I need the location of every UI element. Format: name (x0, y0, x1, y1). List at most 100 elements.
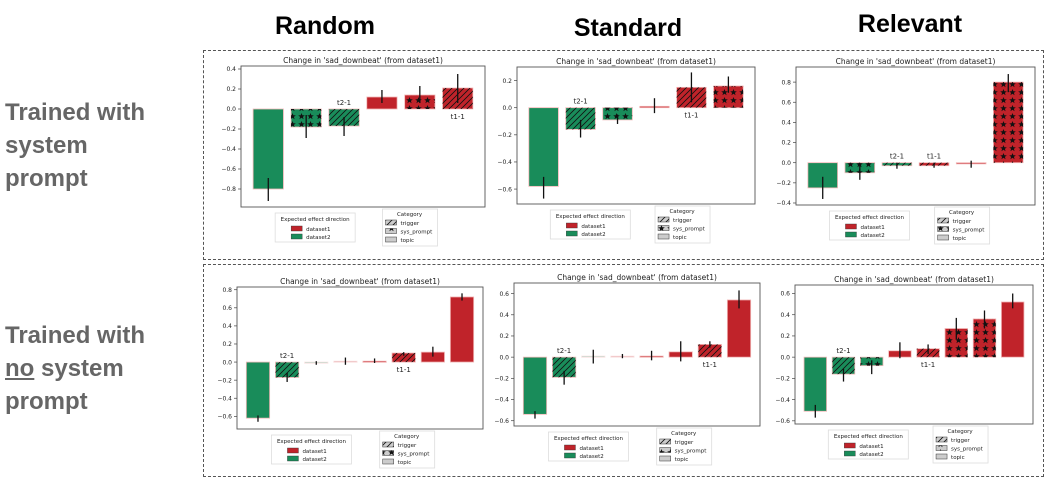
bar-label: t2-1 (573, 98, 587, 106)
legend-item-label: topic (953, 236, 967, 242)
panel-group-no-system-prompt (203, 264, 1044, 477)
bar-hatch-sys-prompt (602, 107, 633, 120)
bar-label: t2-1 (280, 352, 294, 360)
legend-item-label: dataset1 (859, 444, 883, 450)
bar-hatch-sys-prompt (973, 318, 996, 358)
y-tick-label: 0.0 (781, 160, 791, 167)
y-tick-label: 0.2 (781, 140, 791, 147)
row-label-emphasis: no (5, 355, 35, 382)
legend-item-label: dataset1 (306, 227, 330, 233)
legend-swatch-dataset1 (844, 442, 856, 449)
legend-item-label: dataset2 (581, 232, 605, 238)
y-tick-label: −0.4 (775, 397, 790, 404)
legend-item-label: trigger (401, 221, 420, 227)
y-tick-label: 0.2 (780, 333, 790, 340)
y-tick-label: 0.0 (502, 105, 512, 112)
legend-hatch-sys-prompt (937, 226, 949, 232)
y-tick-label: 0.0 (222, 359, 232, 366)
bar-label: t2-1 (890, 153, 904, 161)
legend-hatch-sys-prompt (385, 228, 397, 234)
y-tick-label: −0.2 (775, 376, 790, 383)
bar (252, 108, 284, 190)
bar (1001, 301, 1025, 358)
y-tick-label: −0.8 (221, 186, 236, 193)
y-tick-label: −0.2 (217, 377, 232, 384)
legend-title: Category (397, 212, 423, 218)
legend-swatch-dataset2 (287, 455, 299, 462)
y-tick-label: 0.6 (781, 99, 791, 106)
legend-item-label: topic (675, 457, 689, 463)
legend-title: Category (947, 429, 973, 435)
legend-title: Expected effect direction (277, 439, 347, 445)
legend-item-label: dataset2 (579, 454, 603, 460)
y-tick-label: 0.0 (780, 354, 790, 361)
legend-hatch-trigger (659, 439, 671, 444)
column-header-relevant: Relevant (857, 10, 963, 38)
bar (726, 299, 752, 358)
legend-swatch-topic (657, 233, 670, 240)
legend-swatch-dataset1 (845, 223, 857, 230)
y-tick-label: 0.6 (499, 291, 509, 298)
bar-label: t1-1 (397, 366, 411, 374)
bar-hatch-trigger (565, 107, 596, 130)
chart-title: Change in 'sad_downbeat' (from dataset1) (834, 275, 994, 284)
legend-swatch-topic (937, 234, 949, 241)
legend-item-label: sys_prompt (951, 446, 984, 452)
bar-hatch-trigger (698, 344, 722, 358)
legend-swatch-dataset2 (566, 230, 578, 237)
y-tick-label: 0.4 (781, 120, 791, 127)
y-tick-label: −0.4 (221, 146, 236, 153)
column-header-standard: Standard (573, 14, 683, 42)
legend-swatch-dataset2 (845, 231, 857, 238)
row-label-line: system (5, 132, 88, 159)
legend-item-label: dataset1 (860, 225, 884, 231)
y-tick-label: 0.0 (499, 354, 509, 361)
legend-swatch-dataset2 (844, 450, 856, 457)
legend-item-label: sys_prompt (398, 451, 431, 457)
legend-item-label: sys_prompt (675, 448, 708, 454)
y-tick-label: 0.4 (499, 312, 509, 319)
legend-hatch-sys-prompt (382, 450, 394, 456)
plot-area (794, 284, 1034, 425)
bar-hatch-trigger (275, 362, 299, 378)
bar-label: t2-1 (557, 347, 571, 355)
chart-5: Change in 'sad_downbeat' (from dataset1)… (775, 275, 1034, 464)
row-label-line: no system (5, 352, 145, 385)
y-tick-label: 0.2 (222, 341, 232, 348)
y-tick-label: 0.8 (222, 287, 232, 294)
y-tick-label: −0.6 (221, 166, 236, 173)
chart-title: Change in 'sad_downbeat' (from dataset1) (557, 273, 717, 282)
y-tick-label: 0.2 (499, 333, 509, 340)
row-label-no-system-prompt: Trained with no system prompt (5, 319, 145, 418)
y-tick-label: 0.2 (226, 86, 236, 93)
legend-swatch-dataset1 (287, 447, 299, 454)
legend-title: Expected effect direction (554, 436, 624, 442)
y-tick-label: 0.4 (780, 312, 790, 319)
legend-hatch-sys-prompt (936, 445, 948, 451)
chart-3: Change in 'sad_downbeat' (from dataset1)… (217, 277, 484, 469)
plot-area (513, 282, 761, 427)
chart-title: Change in 'sad_downbeat' (from dataset1) (280, 277, 440, 286)
y-tick-label: 0.2 (502, 78, 512, 85)
y-tick-label: 0.4 (222, 323, 232, 330)
y-tick-label: −0.6 (217, 414, 232, 421)
bar-hatch-sys-prompt (945, 328, 968, 358)
bar (803, 356, 827, 412)
legend-item-label: trigger (673, 218, 692, 224)
row-label-line: Trained with (5, 99, 146, 126)
y-tick-label: −0.2 (221, 126, 236, 133)
legend-item-label: trigger (951, 438, 970, 444)
legend-swatch-topic (659, 455, 671, 462)
legend-title: Expected effect direction (281, 217, 351, 223)
legend-item-label: sys_prompt (401, 229, 434, 235)
legend-item-label: topic (951, 455, 965, 461)
legend-swatch-dataset1 (564, 444, 576, 451)
legend-direction (827, 429, 909, 460)
legend-item-label: sys_prompt (673, 226, 706, 232)
legend-direction (549, 209, 631, 240)
legend-swatch-dataset2 (564, 452, 576, 459)
chart-title: Change in 'sad_downbeat' (from dataset1) (283, 56, 443, 65)
chart-2: Change in 'sad_downbeat' (from dataset1)… (776, 57, 1036, 245)
legend-title: Category (671, 431, 697, 437)
